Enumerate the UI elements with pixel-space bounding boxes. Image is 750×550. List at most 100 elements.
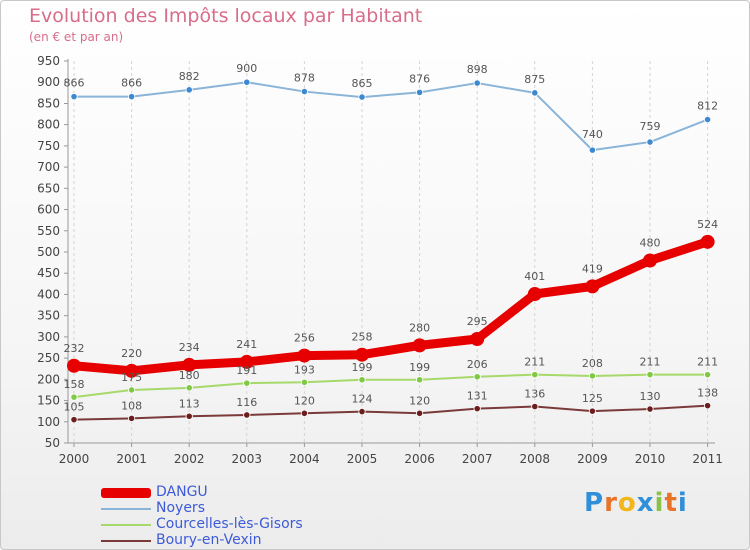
- legend-swatch-noyers: [101, 508, 151, 510]
- y-tick-label: 150: [37, 394, 60, 408]
- data-point: [415, 88, 424, 97]
- data-point: [588, 372, 597, 380]
- data-point: [585, 279, 600, 294]
- series-line-boury-en-vexin: [73, 404, 709, 421]
- data-point: [470, 332, 485, 347]
- y-tick-label: 550: [37, 224, 60, 238]
- data-point: [128, 93, 136, 101]
- data-label: 234: [179, 341, 200, 354]
- data-point: [128, 414, 136, 422]
- proxiti-logo: Proxiti: [584, 488, 688, 518]
- series-line-courcelles-l-s-gisors: [73, 373, 709, 399]
- x-tick-label: 2008: [520, 452, 551, 466]
- data-label: 108: [121, 399, 142, 412]
- data-point: [588, 407, 597, 415]
- data-point: [67, 358, 81, 373]
- data-label: 105: [64, 401, 85, 414]
- data-point: [355, 347, 369, 362]
- data-point: [300, 378, 308, 386]
- x-tick-label: 2010: [635, 452, 666, 466]
- data-label: 158: [64, 378, 85, 391]
- data-label: 113: [179, 397, 200, 410]
- axes: 50 100 150 200 250 300 350 400 450 500 550 600 650 70…: [37, 54, 723, 466]
- data-point: [415, 376, 424, 384]
- legend-label-courcelles: Courcelles-lès-Gisors: [156, 516, 303, 532]
- data-label: 866: [121, 77, 142, 90]
- data-label: 280: [409, 321, 430, 334]
- data-point: [415, 409, 424, 417]
- data-label: 125: [582, 392, 603, 405]
- data-label: 120: [409, 394, 430, 407]
- data-point: [124, 363, 139, 378]
- grid-lines: [73, 61, 709, 443]
- x-tick-label: 2006: [404, 452, 435, 466]
- data-label: 524: [697, 218, 718, 231]
- data-label: 295: [467, 315, 488, 328]
- data-label: 878: [294, 72, 315, 85]
- data-point: [185, 412, 193, 420]
- data-label: 206: [467, 358, 488, 371]
- data-label: 199: [409, 361, 430, 374]
- data-label: 232: [64, 342, 85, 355]
- data-point: [531, 371, 539, 379]
- y-tick-label: 800: [37, 118, 60, 132]
- data-point: [703, 115, 712, 124]
- y-tick-label: 100: [37, 415, 60, 429]
- y-tick-label: 250: [37, 351, 60, 365]
- chart-title: Evolution des Impôts locaux par Habitant: [29, 5, 423, 27]
- data-point: [182, 357, 197, 372]
- y-tick-label: 900: [37, 75, 60, 89]
- data-label: 740: [582, 128, 603, 141]
- data-label: 812: [697, 100, 718, 113]
- data-point: [70, 93, 78, 101]
- data-label: 898: [467, 63, 488, 76]
- data-label: 193: [294, 363, 315, 376]
- data-point: [243, 411, 251, 419]
- data-label: 191: [236, 364, 257, 377]
- data-label: 220: [121, 347, 142, 360]
- data-label: 256: [294, 332, 315, 345]
- data-label: 136: [524, 387, 545, 400]
- y-tick-label: 50: [45, 436, 60, 450]
- data-point: [703, 402, 712, 410]
- legend-swatch-boury: [101, 540, 151, 542]
- series-layer: [67, 78, 715, 424]
- data-point: [300, 87, 308, 96]
- legend-label-dangu: DANGU: [156, 484, 208, 500]
- data-label: 199: [352, 361, 373, 374]
- x-tick-label: 2011: [692, 452, 723, 466]
- data-point: [185, 384, 193, 392]
- data-label: 875: [524, 73, 545, 86]
- x-tick-label: 2001: [116, 452, 147, 466]
- legend-label-boury: Boury-en-Vexin: [156, 532, 262, 548]
- data-point: [297, 348, 312, 363]
- data-point: [700, 234, 715, 249]
- data-point: [646, 138, 654, 146]
- data-label: 120: [294, 394, 315, 407]
- y-tick-label: 200: [37, 372, 60, 386]
- chart-subtitle: (en € et par an): [29, 30, 124, 44]
- logo-letter: i: [677, 488, 688, 518]
- y-tick-label: 300: [37, 330, 60, 344]
- x-tick-label: 2002: [174, 452, 205, 466]
- data-point: [527, 287, 542, 302]
- y-tick-label: 450: [37, 266, 60, 280]
- legend-swatch-courcelles: [101, 524, 151, 526]
- data-point: [531, 89, 539, 97]
- data-label: 401: [524, 270, 545, 283]
- series-line-dangu: [69, 237, 713, 376]
- logo-letter: o: [617, 488, 637, 518]
- x-tick-label: 2003: [232, 452, 263, 466]
- data-point: [588, 146, 597, 154]
- data-label: 759: [640, 120, 661, 133]
- data-point: [646, 405, 654, 413]
- data-label: 211: [697, 356, 718, 369]
- data-point: [473, 79, 481, 87]
- y-tick-label: 400: [37, 287, 60, 301]
- data-label: 138: [697, 387, 718, 400]
- y-tick-label: 850: [37, 96, 60, 110]
- data-point: [643, 253, 657, 268]
- data-point: [300, 409, 308, 417]
